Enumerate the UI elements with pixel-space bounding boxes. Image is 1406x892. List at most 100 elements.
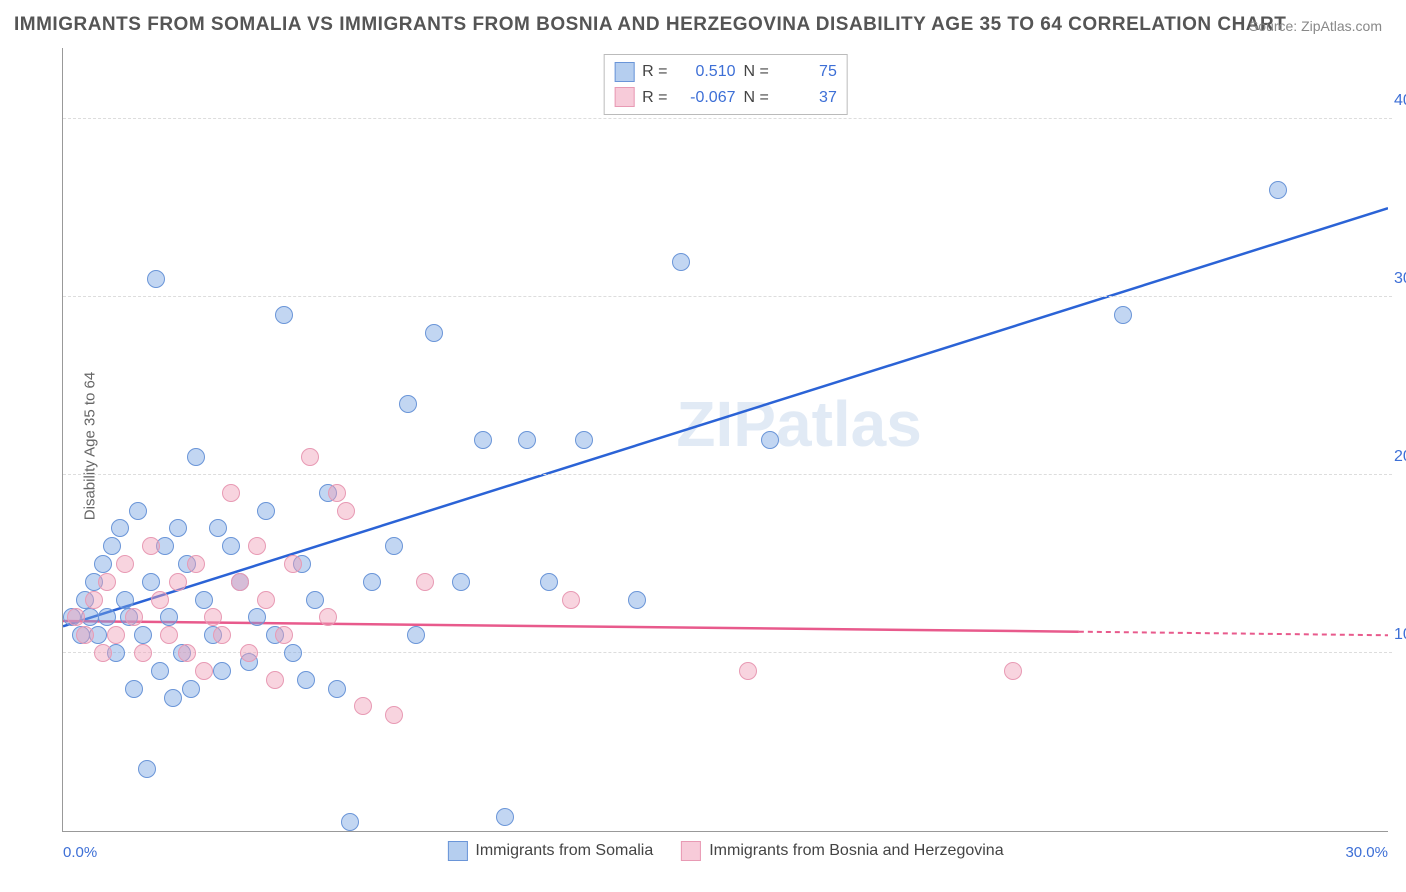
- data-point: [169, 573, 187, 591]
- data-point: [195, 662, 213, 680]
- legend-row-somalia: R = 0.510 N = 75: [614, 59, 837, 85]
- data-point: [407, 626, 425, 644]
- legend-n-value-2: 37: [777, 85, 837, 111]
- data-point: [306, 591, 324, 609]
- data-point: [328, 484, 346, 502]
- data-point: [142, 573, 160, 591]
- data-point: [94, 644, 112, 662]
- data-point: [275, 306, 293, 324]
- data-point: [178, 644, 196, 662]
- data-point: [182, 680, 200, 698]
- legend-n-label: N =: [744, 85, 769, 111]
- data-point: [399, 395, 417, 413]
- data-point: [111, 519, 129, 537]
- data-point: [164, 689, 182, 707]
- data-point: [98, 573, 116, 591]
- data-point: [204, 608, 222, 626]
- data-point: [76, 626, 94, 644]
- legend-item-somalia: Immigrants from Somalia: [447, 841, 653, 861]
- legend-item-bosnia: Immigrants from Bosnia and Herzegovina: [681, 841, 1003, 861]
- data-point: [248, 537, 266, 555]
- data-point: [187, 448, 205, 466]
- data-point: [1269, 181, 1287, 199]
- data-point: [575, 431, 593, 449]
- data-point: [628, 591, 646, 609]
- data-point: [98, 608, 116, 626]
- data-point: [160, 608, 178, 626]
- data-point: [195, 591, 213, 609]
- data-point: [231, 573, 249, 591]
- x-tick-label: 30.0%: [1345, 844, 1388, 861]
- gridline: [63, 652, 1392, 653]
- data-point: [134, 644, 152, 662]
- data-point: [257, 591, 275, 609]
- data-point: [1114, 306, 1132, 324]
- data-point: [138, 760, 156, 778]
- data-point: [107, 626, 125, 644]
- data-point: [496, 808, 514, 826]
- data-point: [385, 706, 403, 724]
- data-point: [129, 502, 147, 520]
- data-point: [116, 591, 134, 609]
- y-tick-label: 40.0%: [1394, 92, 1406, 110]
- data-point: [672, 253, 690, 271]
- data-point: [248, 608, 266, 626]
- legend-r-label: R =: [642, 59, 667, 85]
- data-point: [452, 573, 470, 591]
- legend-r-value-1: 0.510: [676, 59, 736, 85]
- y-tick-label: 10.0%: [1394, 626, 1406, 644]
- data-point: [354, 697, 372, 715]
- legend-r-value-2: -0.067: [676, 85, 736, 111]
- data-point: [213, 626, 231, 644]
- data-point: [151, 591, 169, 609]
- x-tick-label: 0.0%: [63, 844, 97, 861]
- data-point: [301, 448, 319, 466]
- chart-container: IMMIGRANTS FROM SOMALIA VS IMMIGRANTS FR…: [0, 0, 1406, 892]
- data-point: [416, 573, 434, 591]
- legend-label-2: Immigrants from Bosnia and Herzegovina: [709, 842, 1003, 860]
- data-point: [134, 626, 152, 644]
- data-point: [275, 626, 293, 644]
- data-point: [213, 662, 231, 680]
- data-point: [518, 431, 536, 449]
- data-point: [85, 591, 103, 609]
- data-point: [169, 519, 187, 537]
- correlation-legend: R = 0.510 N = 75 R = -0.067 N = 37: [603, 54, 848, 115]
- watermark: ZIPatlas: [676, 387, 921, 461]
- legend-label-1: Immigrants from Somalia: [475, 842, 653, 860]
- trend-line: [1079, 632, 1388, 636]
- data-point: [297, 671, 315, 689]
- y-tick-label: 30.0%: [1394, 270, 1406, 288]
- data-point: [116, 555, 134, 573]
- data-point: [160, 626, 178, 644]
- data-point: [103, 537, 121, 555]
- source-link[interactable]: ZipAtlas.com: [1301, 18, 1382, 34]
- data-point: [337, 502, 355, 520]
- gridline: [63, 296, 1392, 297]
- source-prefix: Source:: [1249, 18, 1301, 34]
- data-point: [1004, 662, 1022, 680]
- data-point: [147, 270, 165, 288]
- data-point: [142, 537, 160, 555]
- legend-swatch-blue: [614, 62, 634, 82]
- data-point: [222, 484, 240, 502]
- data-point: [240, 644, 258, 662]
- data-point: [67, 608, 85, 626]
- data-point: [319, 608, 337, 626]
- data-point: [94, 555, 112, 573]
- data-point: [209, 519, 227, 537]
- data-point: [257, 502, 275, 520]
- legend-r-label: R =: [642, 85, 667, 111]
- legend-n-label: N =: [744, 59, 769, 85]
- legend-swatch-pink: [614, 87, 634, 107]
- gridline: [63, 118, 1392, 119]
- legend-row-bosnia: R = -0.067 N = 37: [614, 85, 837, 111]
- data-point: [739, 662, 757, 680]
- data-point: [474, 431, 492, 449]
- legend-swatch-blue: [447, 841, 467, 861]
- data-point: [341, 813, 359, 831]
- series-legend: Immigrants from Somalia Immigrants from …: [447, 841, 1003, 861]
- data-point: [187, 555, 205, 573]
- data-point: [562, 591, 580, 609]
- data-point: [284, 644, 302, 662]
